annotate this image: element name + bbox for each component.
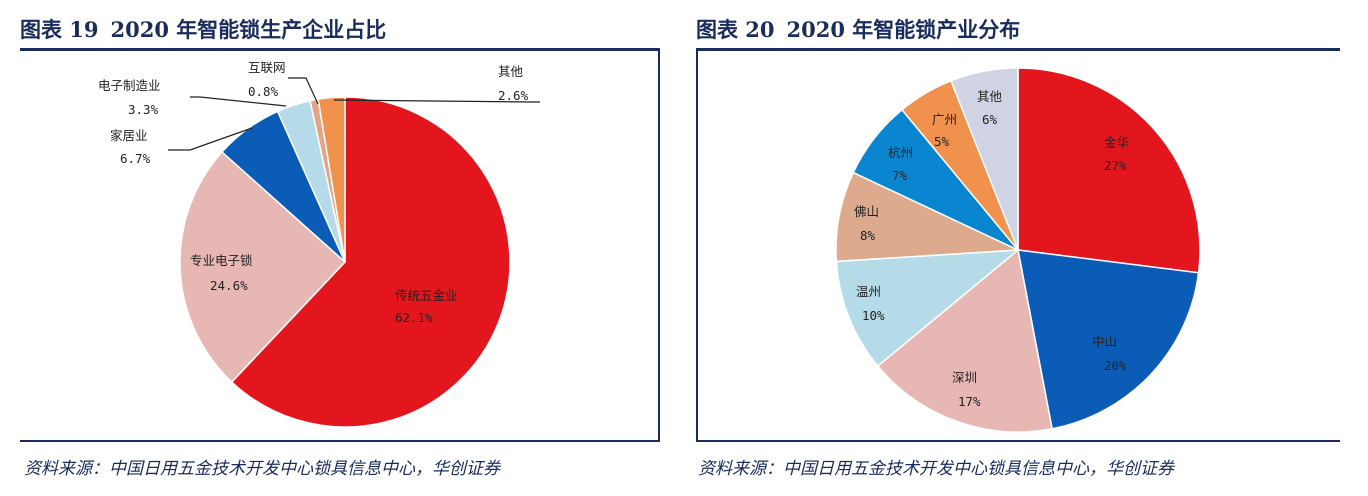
pie-slice — [950, 67, 1019, 251]
pie-chart-right: 金华 27% 中山 20% 深圳 17% 温州 10% 佛山 8% 杭州 7% 广州 5% 其他 6% — [835, 67, 1201, 433]
slice-category-label: 中山 — [1092, 334, 1117, 349]
pie-slice — [835, 171, 1019, 263]
slice-value-label: 0.8% — [248, 84, 279, 99]
right-frame — [658, 48, 660, 442]
bottom-rule — [20, 440, 660, 442]
slice-value-label: 6% — [982, 112, 998, 127]
slice-value-label: 8% — [860, 228, 876, 243]
slice-category-label: 深圳 — [952, 370, 977, 385]
slice-category-label: 其他 — [977, 89, 1003, 104]
slice-category-label: 互联网 — [248, 60, 286, 75]
top-rule — [20, 48, 660, 51]
leader-line — [333, 99, 540, 103]
left-frame — [696, 48, 698, 442]
slice-category-label: 佛山 — [854, 204, 879, 219]
slice-category-label: 传统五金业 — [395, 288, 458, 303]
slice-category-label: 金华 — [1104, 135, 1129, 150]
slice-category-label: 广州 — [932, 112, 957, 127]
figure-title: 2020 年智能锁生产企业占比 — [110, 17, 387, 42]
slice-value-label: 5% — [934, 134, 950, 149]
pie-slice — [1017, 67, 1201, 274]
leader-line — [288, 77, 319, 105]
leader-line — [168, 127, 253, 151]
chart-title: 图表 19 2020 年智能锁生产企业占比 — [20, 14, 386, 44]
slice-value-label: 62.1% — [395, 310, 433, 325]
figure-title: 2020 年智能锁产业分布 — [786, 17, 1021, 42]
figure-label: 图表 20 — [696, 17, 775, 42]
pie-slice — [876, 248, 1053, 433]
slice-value-label: 3.3% — [128, 102, 159, 117]
source-note: 资料来源：中国日用五金技术开发中心锁具信息中心，华创证券 — [24, 459, 500, 479]
slice-category-label: 温州 — [856, 284, 881, 299]
slice-category-label: 杭州 — [888, 145, 913, 160]
pie-chart-left: 传统五金业 62.1% 专业电子锁 24.6% 家居业 6.7% 电子制造业 3.3% 互联网 0… — [98, 60, 540, 428]
slice-value-label: 20% — [1104, 358, 1127, 373]
slice-value-label: 2.6% — [498, 88, 529, 103]
pie-slice — [1017, 249, 1200, 430]
pie-slice — [835, 249, 1021, 368]
slice-value-label: 10% — [862, 308, 885, 323]
pie-slice — [317, 96, 346, 263]
slice-value-label: 7% — [892, 168, 908, 183]
slice-value-label: 24.6% — [210, 278, 248, 293]
leader-line — [190, 96, 287, 107]
figure-label: 图表 19 — [20, 17, 99, 42]
pie-slice — [230, 96, 511, 428]
slice-value-label: 27% — [1104, 158, 1127, 173]
chart-title: 图表 20 2020 年智能锁产业分布 — [696, 14, 1020, 44]
chart-panel-left: 图表 19 2020 年智能锁生产企业占比 资料来源：中国日用五金技术开发中心锁具… — [0, 0, 668, 496]
slice-category-label: 其他 — [498, 64, 524, 79]
top-rule — [696, 48, 1340, 51]
slice-value-label: 17% — [958, 394, 981, 409]
bottom-rule — [696, 440, 1340, 442]
slice-category-label: 家居业 — [110, 128, 148, 143]
slice-category-label: 专业电子锁 — [190, 253, 253, 268]
slice-category-label: 电子制造业 — [98, 78, 161, 93]
chart-panel-right: 图表 20 2020 年智能锁产业分布 资料来源：中国日用五金技术开发中心锁具信息… — [692, 0, 1368, 496]
slice-value-label: 6.7% — [120, 151, 151, 166]
source-note: 资料来源：中国日用五金技术开发中心锁具信息中心，华创证券 — [698, 459, 1174, 479]
pie-slice — [179, 150, 347, 384]
